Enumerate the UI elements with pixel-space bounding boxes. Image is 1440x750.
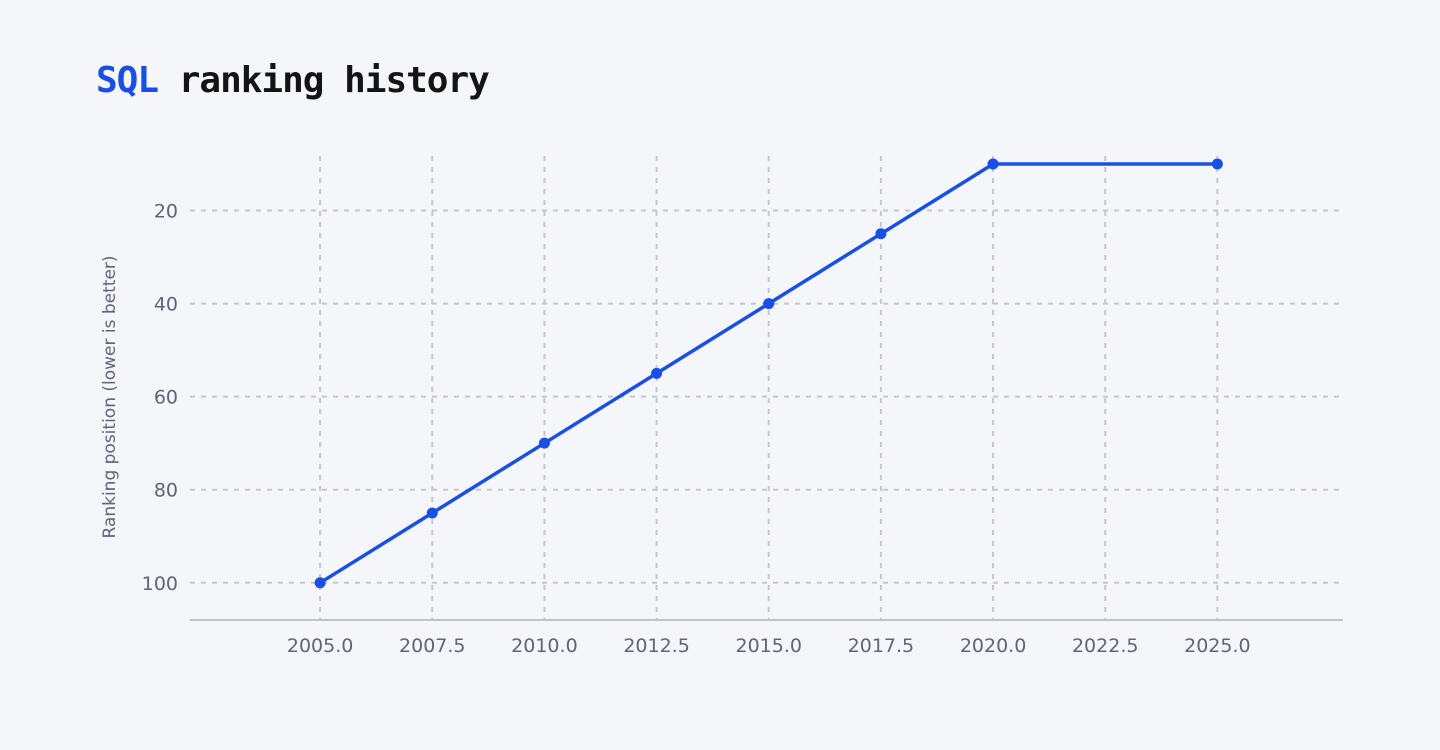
x-tick-label: 2025.0	[1184, 635, 1250, 657]
x-tick-label: 2007.5	[399, 635, 465, 657]
y-tick-label: 100	[142, 573, 178, 595]
x-tick-label: 2010.0	[511, 635, 577, 657]
data-point	[763, 298, 775, 310]
data-point	[314, 577, 326, 589]
x-tick-label: 2020.0	[960, 635, 1026, 657]
chart-title-accent: SQL	[96, 60, 159, 101]
data-point	[987, 158, 999, 170]
y-tick-label: 60	[154, 387, 178, 409]
data-point	[426, 507, 438, 519]
grid-layer	[190, 156, 1343, 620]
x-tick-label: 2015.0	[736, 635, 802, 657]
chart-title-rest: ranking history	[178, 60, 490, 101]
data-point	[875, 228, 887, 240]
x-tick-label: 2005.0	[287, 635, 353, 657]
y-axis-title: Ranking position (lower is better)	[100, 255, 120, 538]
y-tick-label: 40	[154, 294, 178, 316]
chart-title: SQL ranking history	[96, 60, 490, 101]
series-layer	[314, 158, 1223, 589]
data-point	[538, 437, 550, 449]
y-tick-label: 20	[154, 200, 178, 222]
data-point	[651, 367, 663, 379]
y-tick-label: 80	[154, 480, 178, 502]
x-tick-label: 2022.5	[1072, 635, 1138, 657]
data-point	[1211, 158, 1223, 170]
series-line	[318, 162, 1220, 585]
y-tick-labels: 20 40 60 80 100	[142, 200, 178, 594]
x-tick-labels: 2005.0 2007.5 2010.0 2012.5 2015.0 2017.5 2020…	[287, 635, 1251, 657]
x-tick-label: 2017.5	[848, 635, 914, 657]
x-tick-label: 2012.5	[623, 635, 689, 657]
